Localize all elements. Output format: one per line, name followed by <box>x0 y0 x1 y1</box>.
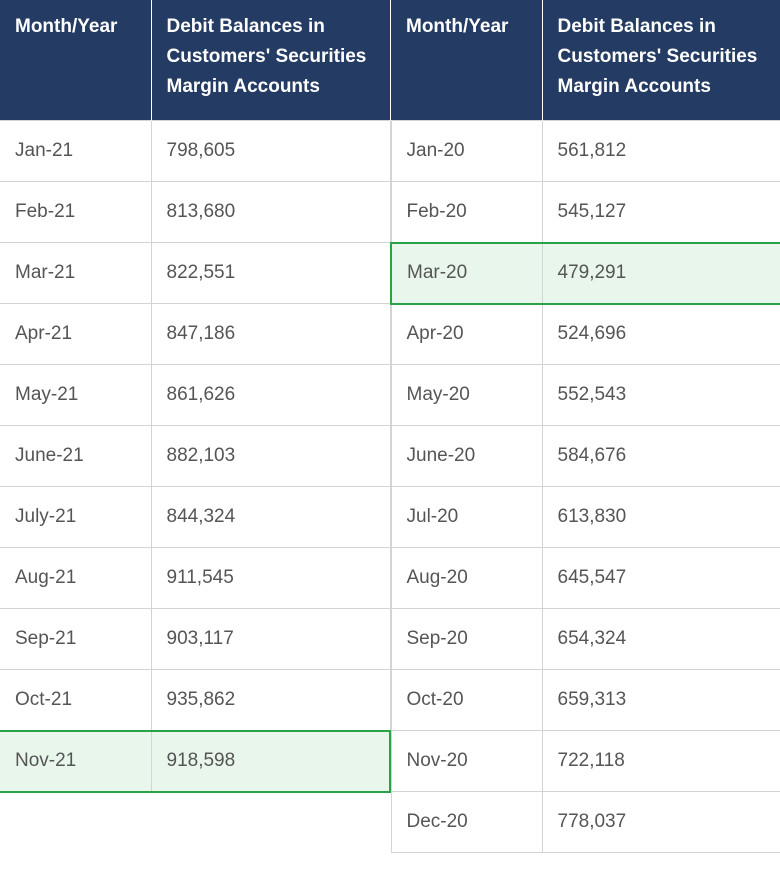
balance-cell: 778,037 <box>541 791 780 853</box>
balance-cell: 479,291 <box>541 241 780 305</box>
balance-cell: 935,862 <box>150 669 391 731</box>
month-cell: Jan-20 <box>390 120 543 182</box>
balance-cell: 911,545 <box>150 547 391 609</box>
month-cell: Aug-21 <box>0 547 152 609</box>
month-cell: Mar-21 <box>0 242 152 304</box>
month-cell: Mar-20 <box>390 241 543 305</box>
balance-cell: 844,324 <box>150 486 391 548</box>
balance-cell: 613,830 <box>541 486 780 548</box>
margin-table-2021: Month/Year Debit Balances in Customers' … <box>0 0 391 853</box>
table-row: Nov-20 722,118 <box>390 730 780 792</box>
table-row: Mar-21 822,551 <box>0 242 391 304</box>
table-row: Dec-20 778,037 <box>390 791 780 853</box>
table-row: Feb-20 545,127 <box>390 181 780 243</box>
month-cell: Apr-20 <box>390 303 543 365</box>
header-row: Month/Year Debit Balances in Customers' … <box>391 0 780 121</box>
empty-cell <box>0 791 151 853</box>
table-body-2021: Jan-21 798,605 Feb-21 813,680 Mar-21 822,551 A… <box>0 120 391 853</box>
balance-cell: 659,313 <box>541 669 780 731</box>
month-cell: Jul-20 <box>390 486 543 548</box>
balance-cell: 545,127 <box>541 181 780 243</box>
table-row: Jan-21 798,605 <box>0 120 391 182</box>
balance-cell: 861,626 <box>150 364 391 426</box>
table-row: Oct-21 935,862 <box>0 669 391 731</box>
table-row: Jul-20 613,830 <box>390 486 780 548</box>
table-row: Jan-20 561,812 <box>390 120 780 182</box>
balance-cell: 847,186 <box>150 303 391 365</box>
table-row: Aug-21 911,545 <box>0 547 391 609</box>
table-row: July-21 844,324 <box>0 486 391 548</box>
table-row: Apr-21 847,186 <box>0 303 391 365</box>
table-row: Sep-20 654,324 <box>390 608 780 670</box>
balance-cell: 561,812 <box>541 120 780 182</box>
month-cell: Oct-20 <box>390 669 543 731</box>
month-cell: June-21 <box>0 425 152 487</box>
month-cell: Jan-21 <box>0 120 152 182</box>
balance-cell: 645,547 <box>541 547 780 609</box>
header-debit-balances: Debit Balances in Customers' Securities … <box>542 0 780 121</box>
month-cell: June-20 <box>390 425 543 487</box>
header-month-year: Month/Year <box>391 0 543 121</box>
table-row: Apr-20 524,696 <box>390 303 780 365</box>
table-row: Mar-20 479,291 <box>390 241 780 305</box>
balance-cell: 798,605 <box>150 120 391 182</box>
empty-cell <box>151 791 390 853</box>
table-row: May-21 861,626 <box>0 364 391 426</box>
month-cell: Aug-20 <box>390 547 543 609</box>
balance-cell: 813,680 <box>150 181 391 243</box>
month-cell: Feb-21 <box>0 181 152 243</box>
month-cell: Apr-21 <box>0 303 152 365</box>
month-cell: May-21 <box>0 364 152 426</box>
balance-cell: 654,324 <box>541 608 780 670</box>
table-row: June-20 584,676 <box>390 425 780 487</box>
month-cell: Nov-21 <box>0 729 152 793</box>
empty-row <box>0 791 390 853</box>
table-row: Aug-20 645,547 <box>390 547 780 609</box>
header-row: Month/Year Debit Balances in Customers' … <box>0 0 391 121</box>
margin-table-2020: Month/Year Debit Balances in Customers' … <box>390 0 780 853</box>
balance-cell: 722,118 <box>541 730 780 792</box>
balance-cell: 524,696 <box>541 303 780 365</box>
table-row: June-21 882,103 <box>0 425 391 487</box>
balance-cell: 822,551 <box>150 242 391 304</box>
month-cell: May-20 <box>390 364 543 426</box>
balance-cell: 882,103 <box>150 425 391 487</box>
header-month-year: Month/Year <box>0 0 152 121</box>
balance-cell: 552,543 <box>541 364 780 426</box>
table-row: May-20 552,543 <box>390 364 780 426</box>
month-cell: Sep-21 <box>0 608 152 670</box>
table-row: Feb-21 813,680 <box>0 181 391 243</box>
month-cell: Sep-20 <box>390 608 543 670</box>
table-row: Nov-21 918,598 <box>0 729 391 793</box>
month-cell: Feb-20 <box>390 181 543 243</box>
balance-cell: 584,676 <box>541 425 780 487</box>
month-cell: Nov-20 <box>390 730 543 792</box>
balance-cell: 918,598 <box>150 729 391 793</box>
header-debit-balances: Debit Balances in Customers' Securities … <box>151 0 391 121</box>
table-row: Sep-21 903,117 <box>0 608 391 670</box>
month-cell: Dec-20 <box>390 791 543 853</box>
month-cell: July-21 <box>0 486 152 548</box>
balance-cell: 903,117 <box>150 608 391 670</box>
table-body-2020: Jan-20 561,812 Feb-20 545,127 Mar-20 479,291 A… <box>390 120 780 853</box>
month-cell: Oct-21 <box>0 669 152 731</box>
table-row: Oct-20 659,313 <box>390 669 780 731</box>
